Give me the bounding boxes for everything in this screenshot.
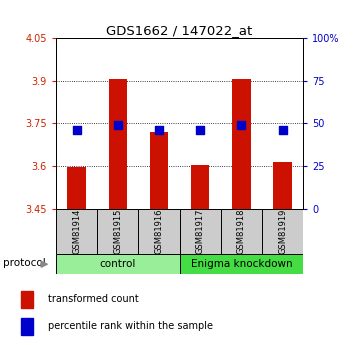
Text: protocol: protocol [3,258,45,268]
Text: Enigma knockdown: Enigma knockdown [191,259,292,269]
Bar [67,167,86,209]
Bar [191,165,209,209]
Text: percentile rank within the sample: percentile rank within the sample [48,321,213,331]
Bar [180,254,303,274]
Text: GSM81914: GSM81914 [72,208,81,254]
Text: control: control [100,259,136,269]
Text: transformed count: transformed count [48,294,138,304]
Title: GDS1662 / 147022_at: GDS1662 / 147022_at [106,24,253,37]
Bar [273,162,292,209]
Point [74,128,79,133]
Point [239,122,244,128]
Bar [97,209,138,254]
Bar [262,209,303,254]
Bar [232,79,251,209]
Text: GSM81917: GSM81917 [196,208,205,254]
Bar [56,209,97,254]
Point [115,122,121,128]
Bar [138,209,180,254]
Bar [150,132,168,209]
Bar [56,254,180,274]
Bar [180,209,221,254]
Text: GSM81918: GSM81918 [237,208,246,254]
Text: GSM81915: GSM81915 [113,208,122,254]
Point [197,128,203,133]
Bar [109,79,127,209]
Text: GSM81919: GSM81919 [278,208,287,254]
Bar [21,318,33,335]
Bar [21,291,33,307]
Point [156,128,162,133]
Point [280,128,286,133]
Bar [221,209,262,254]
Text: GSM81916: GSM81916 [155,208,164,254]
